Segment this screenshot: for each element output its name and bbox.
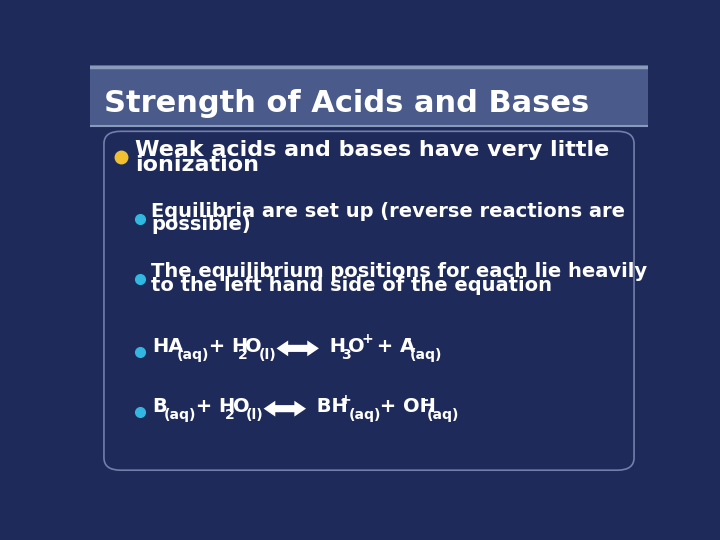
Text: -: - bbox=[422, 393, 428, 407]
Text: 2: 2 bbox=[238, 348, 248, 362]
Text: Weak acids and bases have very little: Weak acids and bases have very little bbox=[135, 140, 609, 160]
FancyBboxPatch shape bbox=[104, 131, 634, 470]
Text: B: B bbox=[153, 397, 167, 416]
Polygon shape bbox=[264, 401, 306, 416]
Text: +: + bbox=[361, 333, 373, 346]
Text: O: O bbox=[233, 397, 249, 416]
Polygon shape bbox=[276, 341, 319, 356]
Text: +: + bbox=[339, 393, 351, 407]
Text: (aq): (aq) bbox=[164, 408, 197, 422]
Text: O: O bbox=[348, 337, 365, 356]
Text: -: - bbox=[405, 333, 411, 346]
Text: ionization: ionization bbox=[135, 154, 259, 174]
Text: (l): (l) bbox=[246, 408, 263, 422]
Text: O: O bbox=[246, 337, 262, 356]
Text: HA: HA bbox=[153, 337, 184, 356]
Text: (aq): (aq) bbox=[348, 408, 381, 422]
Text: to the left hand side of the equation: to the left hand side of the equation bbox=[151, 276, 552, 295]
Text: + A: + A bbox=[370, 337, 415, 356]
FancyBboxPatch shape bbox=[90, 65, 648, 126]
Text: The equilibrium positions for each lie heavily: The equilibrium positions for each lie h… bbox=[151, 262, 647, 281]
Text: 3: 3 bbox=[341, 348, 351, 362]
Text: + H: + H bbox=[189, 397, 235, 416]
Text: (aq): (aq) bbox=[177, 348, 210, 362]
Text: (l): (l) bbox=[258, 348, 276, 362]
Text: + OH: + OH bbox=[374, 397, 436, 416]
Text: H: H bbox=[323, 337, 346, 356]
Text: + H: + H bbox=[202, 337, 248, 356]
Text: Equilibria are set up (reverse reactions are: Equilibria are set up (reverse reactions… bbox=[151, 202, 625, 221]
Text: (aq): (aq) bbox=[427, 408, 459, 422]
Text: (aq): (aq) bbox=[410, 348, 442, 362]
Text: Strength of Acids and Bases: Strength of Acids and Bases bbox=[104, 89, 589, 118]
Text: BH: BH bbox=[310, 397, 348, 416]
Text: possible): possible) bbox=[151, 215, 251, 234]
Text: 2: 2 bbox=[225, 408, 235, 422]
